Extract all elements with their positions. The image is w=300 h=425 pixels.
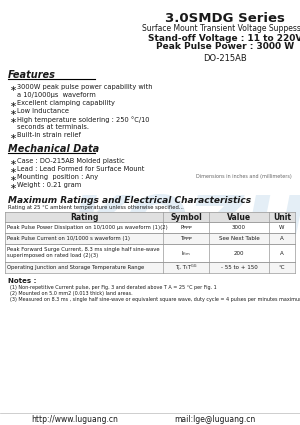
Text: Low inductance: Low inductance: [17, 108, 69, 114]
Text: °C: °C: [279, 265, 285, 270]
Text: High temperature soldering : 250 °C/10: High temperature soldering : 250 °C/10: [17, 116, 149, 123]
Bar: [5, 212, 295, 222]
Text: A: A: [280, 236, 284, 241]
Text: (3) Measured on 8.3 ms , single half sine-wave or equivalent square wave, duty c: (3) Measured on 8.3 ms , single half sin…: [10, 297, 300, 302]
Text: Peak Pulse Power : 3000 W: Peak Pulse Power : 3000 W: [156, 42, 294, 51]
Text: See Next Table: See Next Table: [219, 236, 260, 241]
Text: http://www.luguang.cn: http://www.luguang.cn: [32, 416, 119, 425]
Text: Tᴘᴘᴘ: Tᴘᴘᴘ: [180, 236, 192, 241]
Text: Mechanical Data: Mechanical Data: [8, 144, 99, 154]
Text: seconds at terminals.: seconds at terminals.: [17, 124, 89, 130]
Text: Iₜₜₘ: Iₜₜₘ: [182, 250, 190, 255]
Text: Features: Features: [8, 70, 56, 80]
Text: Pᴘᴘᴘ: Pᴘᴘᴘ: [180, 225, 192, 230]
Text: 3000W peak pulse power capability with: 3000W peak pulse power capability with: [17, 84, 152, 90]
Text: Excellent clamping capability: Excellent clamping capability: [17, 100, 115, 106]
Text: - 55 to + 150: - 55 to + 150: [220, 265, 257, 270]
Text: ∗: ∗: [10, 116, 17, 125]
Bar: [5, 244, 295, 262]
Bar: [5, 262, 295, 273]
Text: KOZUS: KOZUS: [69, 193, 300, 267]
Text: ∗: ∗: [10, 182, 17, 191]
Text: Notes :: Notes :: [8, 278, 36, 284]
Text: Case : DO-215AB Molded plastic: Case : DO-215AB Molded plastic: [17, 158, 124, 164]
Text: Value: Value: [227, 212, 251, 221]
Text: Mounting  position : Any: Mounting position : Any: [17, 174, 98, 180]
Text: superimposed on rated load (2)(3): superimposed on rated load (2)(3): [7, 253, 98, 258]
Text: DO-215AB: DO-215AB: [203, 54, 247, 63]
Bar: [5, 222, 295, 233]
Text: (2) Mounted on 5.0 mm2 (0.013 thick) land areas.: (2) Mounted on 5.0 mm2 (0.013 thick) lan…: [10, 291, 133, 296]
Text: Tⱼ, TₜTᴳᴳ: Tⱼ, TₜTᴳᴳ: [175, 264, 197, 270]
Text: ∗: ∗: [10, 84, 17, 93]
Text: Rating at 25 °C ambient temperature unless otherwise specified...: Rating at 25 °C ambient temperature unle…: [8, 205, 184, 210]
Text: Rating: Rating: [70, 212, 98, 221]
Text: Stand-off Voltage : 11 to 220V: Stand-off Voltage : 11 to 220V: [148, 34, 300, 43]
Text: W: W: [279, 225, 285, 230]
Text: (1) Non-repetitive Current pulse, per Fig. 3 and derated above T A = 25 °C per F: (1) Non-repetitive Current pulse, per Fi…: [10, 285, 217, 290]
Text: ∗: ∗: [10, 174, 17, 183]
Text: 200: 200: [234, 250, 244, 255]
Text: Peak Forward Surge Current, 8.3 ms single half sine-wave: Peak Forward Surge Current, 8.3 ms singl…: [7, 246, 160, 252]
Text: ∗: ∗: [10, 108, 17, 117]
Text: a 10/1000μs  waveform: a 10/1000μs waveform: [17, 92, 96, 98]
Text: Dimensions in inches and (millimeters): Dimensions in inches and (millimeters): [196, 174, 292, 179]
Text: Weight : 0.21 gram: Weight : 0.21 gram: [17, 182, 81, 188]
Text: ∗: ∗: [10, 158, 17, 167]
Text: Symbol: Symbol: [170, 212, 202, 221]
Text: Surface Mount Transient Voltage Suppessor: Surface Mount Transient Voltage Suppesso…: [142, 24, 300, 33]
Text: A: A: [280, 250, 284, 255]
Text: ∗: ∗: [10, 100, 17, 109]
Text: Maximum Ratings and Electrical Characteristics: Maximum Ratings and Electrical Character…: [8, 196, 251, 205]
Text: Lead : Lead Formed for Surface Mount: Lead : Lead Formed for Surface Mount: [17, 166, 144, 172]
Text: Peak Pulse Current on 10/1000 s waveform (1): Peak Pulse Current on 10/1000 s waveform…: [7, 236, 130, 241]
Text: ∗: ∗: [10, 132, 17, 141]
Text: Operating Junction and Storage Temperature Range: Operating Junction and Storage Temperatu…: [7, 265, 144, 270]
Text: mail:lge@luguang.cn: mail:lge@luguang.cn: [174, 416, 256, 425]
Text: 3.0SMDG Series: 3.0SMDG Series: [165, 12, 285, 25]
Text: Unit: Unit: [273, 212, 291, 221]
Text: ∗: ∗: [10, 166, 17, 175]
Bar: [5, 233, 295, 244]
Text: 3000: 3000: [232, 225, 246, 230]
Text: Peak Pulse Power Dissipation on 10/1000 μs waveform (1)(2): Peak Pulse Power Dissipation on 10/1000 …: [7, 225, 168, 230]
Text: Built-in strain relief: Built-in strain relief: [17, 132, 81, 138]
